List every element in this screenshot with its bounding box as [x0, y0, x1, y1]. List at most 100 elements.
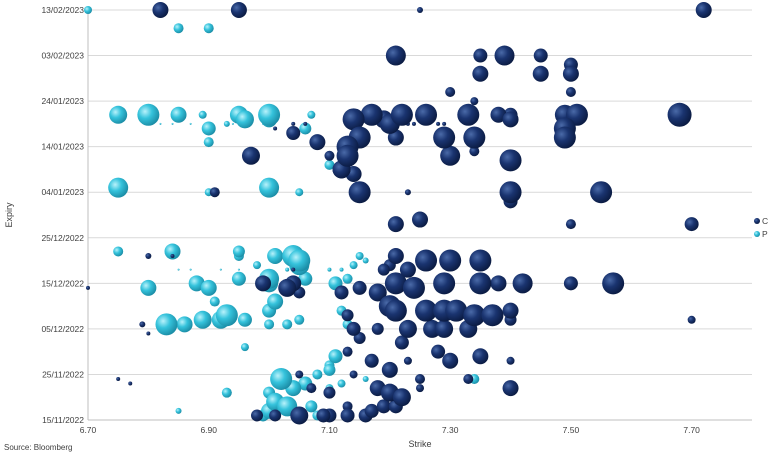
- bubble-c: [412, 211, 428, 228]
- bubble-p: [137, 103, 160, 126]
- bubble-c: [470, 97, 479, 106]
- bubble-c: [481, 304, 504, 327]
- bubble-c: [340, 408, 355, 423]
- bubble-p: [323, 363, 336, 376]
- bubble-p: [270, 368, 293, 390]
- bubble-c: [385, 45, 406, 66]
- bubble-p: [259, 177, 280, 198]
- bubble-p: [171, 122, 174, 125]
- bubble-p: [108, 177, 129, 198]
- bubble-c: [439, 249, 462, 272]
- bubble-c: [562, 65, 579, 82]
- source-note: Source: Bloomberg: [4, 443, 73, 452]
- bubble-p: [176, 316, 193, 333]
- y-axis-ticks: 15/11/2022 25/11/2022 05/12/2022 15/12/2022…: [41, 5, 84, 425]
- bubble-p: [223, 120, 230, 127]
- bubble-p: [200, 279, 217, 296]
- bubble-c: [512, 273, 533, 294]
- bubble-c: [342, 346, 353, 357]
- bubble-c: [360, 103, 383, 126]
- bubble-c: [506, 356, 515, 365]
- bubble-c: [442, 352, 459, 369]
- bubble-p: [155, 313, 178, 336]
- bubble-c: [402, 276, 425, 299]
- bubble-p: [362, 257, 369, 264]
- bubble-c: [565, 87, 576, 97]
- bubble-p: [140, 279, 157, 296]
- bubble-c: [565, 219, 576, 230]
- legend-marker-c: [754, 218, 760, 224]
- bubble-c: [469, 272, 492, 295]
- bubble-p: [221, 387, 232, 398]
- bubble-c: [440, 145, 461, 166]
- bubble-c: [553, 126, 576, 149]
- bubble-p: [170, 106, 187, 123]
- bubble-c: [323, 386, 336, 399]
- y-tick-label: 25/12/2022: [41, 233, 84, 243]
- bubble-c: [86, 285, 90, 290]
- bubble-c: [346, 321, 361, 336]
- bubble-c: [230, 2, 247, 18]
- y-tick-label: 24/01/2023: [41, 96, 84, 106]
- bubble-p: [258, 103, 281, 126]
- series-c: [86, 2, 712, 425]
- bubble-p: [193, 310, 212, 329]
- bubble-c: [146, 331, 151, 336]
- bubble-c: [687, 315, 696, 324]
- bubble-p: [299, 122, 312, 135]
- x-axis-ticks: 6.70 6.90 7.10 7.30 7.50 7.70: [80, 425, 700, 435]
- bubble-p: [235, 110, 254, 129]
- x-tick-label: 7.10: [321, 425, 338, 435]
- x-axis-title: Strike: [408, 439, 431, 449]
- bubble-c: [398, 319, 417, 338]
- bubble-p: [215, 304, 238, 327]
- bubble-c: [415, 103, 438, 126]
- bubble-p: [327, 267, 332, 272]
- legend-label-p: P: [762, 229, 768, 239]
- bubble-p: [267, 248, 284, 264]
- bubble-c: [371, 322, 384, 335]
- bubble-c: [348, 181, 371, 204]
- bubble-c: [433, 126, 456, 149]
- bubble-c: [415, 374, 425, 384]
- bubble-p: [198, 110, 207, 119]
- y-tick-label: 25/11/2022: [42, 369, 84, 379]
- axis-lines: [87, 10, 752, 421]
- y-tick-label: 05/12/2022: [41, 324, 84, 334]
- bubble-c: [286, 126, 301, 140]
- bubble-c: [342, 401, 353, 412]
- bubble-c: [377, 263, 390, 276]
- bubble-c: [291, 267, 296, 272]
- bubble-p: [173, 23, 184, 34]
- x-tick-label: 7.30: [442, 425, 459, 435]
- bubble-c: [442, 121, 447, 126]
- bubble-p: [237, 268, 240, 271]
- bubble-c: [116, 377, 121, 381]
- bubble-c: [128, 381, 133, 386]
- bubble-c: [399, 261, 416, 278]
- bubble-c: [309, 134, 326, 151]
- bubble-c: [352, 280, 367, 295]
- bubble-p: [362, 376, 369, 382]
- bubble-c: [303, 121, 308, 126]
- x-tick-label: 7.50: [563, 425, 580, 435]
- y-tick-label: 04/01/2023: [41, 187, 84, 197]
- legend-label-c: C: [762, 216, 768, 226]
- bubble-c: [457, 103, 480, 126]
- x-tick-label: 6.70: [80, 425, 97, 435]
- bubble-p: [324, 159, 335, 170]
- bubble-p: [253, 261, 262, 270]
- y-tick-label: 03/02/2023: [41, 51, 84, 61]
- bubble-c: [341, 309, 354, 322]
- bubble-c: [499, 181, 522, 204]
- bubble-p: [203, 23, 214, 34]
- legend: CP: [754, 216, 768, 239]
- bubble-p: [164, 243, 181, 260]
- bubble-p: [355, 252, 364, 260]
- bubble-c: [415, 299, 438, 322]
- bubble-c: [417, 7, 423, 13]
- bubble-p: [237, 312, 252, 327]
- bubble-c: [342, 108, 365, 131]
- bubble-p: [267, 293, 284, 310]
- bubble-c: [291, 121, 296, 126]
